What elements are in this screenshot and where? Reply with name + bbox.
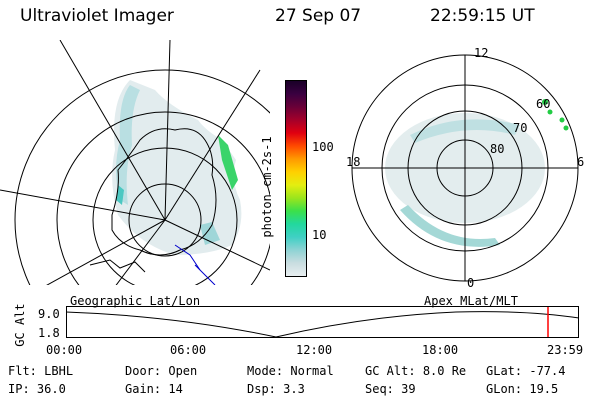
gc-alt-xtick-1800: 18:00: [422, 343, 459, 357]
mlat-label-80: 80: [490, 142, 505, 156]
geographic-panel-label: Geographic Lat/Lon: [70, 294, 201, 308]
info-ip: IP: 36.0: [8, 382, 66, 396]
gc-alt-axis-label: GC Alt: [13, 303, 27, 347]
apex-panel-label: Apex MLat/MLT: [424, 294, 518, 308]
info-seq: Seq: 39: [365, 382, 416, 396]
info-flt: Flt: LBHL: [8, 364, 74, 378]
colorbar-tick-100: 100: [312, 140, 334, 154]
colorbar-unit-label: photon cm-2s-1: [260, 136, 274, 238]
info-glat: GLat: -77.4: [486, 364, 566, 378]
mlt-label-0: 0: [467, 276, 475, 290]
colorbar: [285, 80, 307, 277]
gc-alt-ytick-9: 9.0: [38, 307, 60, 321]
info-mode: Mode: Normal: [247, 364, 334, 378]
gc-alt-xtick-0600: 06:00: [170, 343, 207, 357]
mlt-label-18: 18: [346, 155, 361, 169]
info-glon: GLon: 19.5: [486, 382, 559, 396]
info-dsp: Dsp: 3.3: [247, 382, 305, 396]
gc-alt-xtick-0000: 00:00: [46, 343, 83, 357]
date-label: 27 Sep 07: [275, 6, 362, 26]
info-door: Door: Open: [125, 364, 198, 378]
info-gc-alt: GC Alt: 8.0 Re: [365, 364, 467, 378]
mlt-label-6: 6: [577, 155, 585, 169]
mlat-label-70: 70: [513, 121, 528, 135]
geographic-map: [0, 40, 270, 285]
gc-alt-ytick-1-8: 1.8: [38, 326, 60, 340]
info-gain: Gain: 14: [125, 382, 183, 396]
time-label: 22:59:15 UT: [430, 6, 535, 26]
instrument-title: Ultraviolet Imager: [20, 6, 174, 26]
gc-alt-xtick-2359: 23:59: [547, 343, 584, 357]
gc-alt-xtick-1200: 12:00: [296, 343, 333, 357]
colorbar-tick-10: 10: [312, 228, 327, 242]
mlat-label-60: 60: [536, 97, 551, 111]
mlt-label-12: 12: [474, 46, 489, 60]
apex-polar-plot: [351, 54, 579, 282]
gc-alt-timeline: [65, 306, 580, 338]
